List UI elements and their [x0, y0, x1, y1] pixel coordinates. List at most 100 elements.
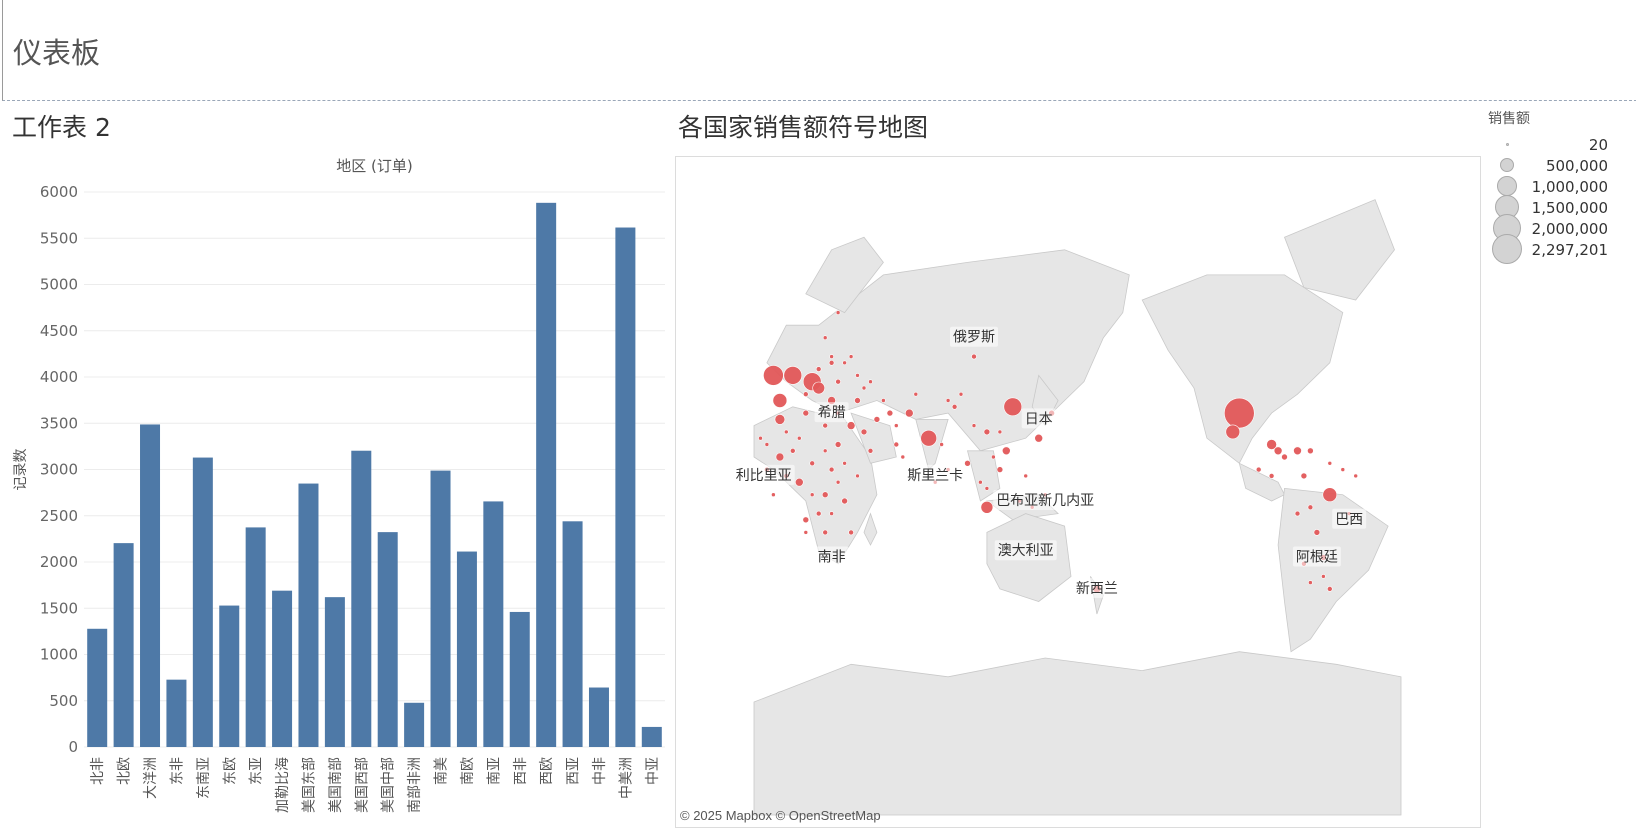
country-sales-marker: [951, 404, 958, 410]
country-sales-marker: [1313, 529, 1321, 536]
country-sales-marker: [1223, 397, 1255, 429]
country-sales-marker: [980, 500, 994, 514]
land-southeast-asia: [966, 450, 1001, 502]
y-tick-label: 2500: [40, 507, 78, 525]
y-tick-label: 1500: [40, 599, 78, 617]
x-tick-label: 南亚: [486, 757, 502, 785]
y-tick-label: 6000: [40, 183, 78, 201]
country-sales-marker: [854, 397, 861, 404]
legend-item: 500,000: [1488, 155, 1608, 176]
legend-value-label: 2,297,201: [1531, 241, 1608, 259]
country-sales-marker: [984, 486, 990, 491]
country-label-text: 巴西: [1335, 512, 1363, 528]
country-sales-marker: [913, 391, 919, 397]
bar-chart[interactable]: 地区 (订单) 记录数 0 500 1000 1500 2000 2500 3000 3500 40…: [0, 145, 670, 835]
bar-南欧: [456, 551, 477, 747]
bar-西非: [509, 611, 530, 747]
country-sales-marker: [822, 448, 828, 454]
legend-value-label: 1,000,000: [1531, 178, 1608, 196]
country-sales-marker: [894, 423, 899, 428]
country-sales-marker: [795, 477, 804, 487]
country-sales-marker: [829, 511, 834, 516]
country-sales-marker: [1001, 446, 1011, 456]
country-sales-marker: [771, 492, 776, 498]
country-sales-marker: [1340, 467, 1346, 472]
x-tick-label: 东南亚: [196, 757, 212, 799]
country-label-bg: [814, 402, 849, 423]
country-sales-marker: [1308, 580, 1313, 585]
country-sales-marker: [1266, 439, 1277, 450]
country-sales-marker: [1273, 446, 1283, 456]
map-attribution[interactable]: © 2025 Mapbox © OpenStreetMap: [680, 808, 881, 823]
bar-东欧: [219, 605, 240, 747]
bar-南亚: [483, 501, 504, 747]
country-sales-marker: [815, 510, 822, 517]
country-sales-marker: [802, 516, 810, 524]
country-label-希腊: 希腊: [814, 402, 849, 423]
country-label-巴西: 巴西: [1332, 508, 1367, 529]
country-label-text: 南非: [818, 550, 846, 566]
y-axis-label: 记录数: [13, 449, 29, 491]
country-sales-marker: [802, 409, 810, 417]
country-sales-marker: [774, 414, 786, 425]
x-tick-label: 北非: [90, 757, 106, 785]
bar-西亚: [562, 521, 583, 747]
land-north-america: [1141, 274, 1344, 464]
legend-value-label: 20: [1588, 136, 1608, 154]
x-tick-label: 西非: [513, 757, 529, 785]
legend-item: 20: [1488, 134, 1608, 155]
country-sales-marker: [1255, 466, 1262, 473]
country-sales-marker: [900, 454, 906, 460]
country-sales-marker: [991, 454, 996, 460]
country-label-日本: 日本: [1021, 408, 1056, 429]
y-tick-label: 5000: [40, 276, 78, 294]
country-label-新西兰: 新西兰: [1072, 577, 1121, 598]
country-label-利比里亚: 利比里亚: [732, 464, 795, 485]
country-sales-marker: [1268, 473, 1275, 479]
bar-西欧: [536, 202, 557, 747]
country-sales-marker: [971, 423, 977, 428]
country-label-澳大利亚: 澳大利亚: [994, 540, 1057, 561]
x-tick-label: 中美洲: [618, 757, 634, 799]
x-tick-label: 东非: [169, 757, 185, 785]
country-label-南非: 南非: [814, 546, 849, 567]
country-sales-marker: [939, 442, 944, 447]
country-sales-marker: [905, 408, 914, 418]
country-label-text: 俄罗斯: [953, 330, 995, 346]
country-sales-marker: [964, 459, 971, 467]
country-sales-marker: [835, 479, 841, 485]
country-sales-marker: [822, 422, 828, 429]
country-sales-marker: [945, 398, 951, 403]
country-label-text: 澳大利亚: [998, 543, 1054, 559]
y-tick-label: 2000: [40, 553, 78, 571]
country-label-俄罗斯: 俄罗斯: [950, 326, 998, 347]
y-tick-label: 3000: [40, 461, 78, 479]
bar-北欧: [113, 543, 134, 747]
country-sales-marker: [1322, 487, 1338, 503]
legend-title: 销售额: [1488, 111, 1530, 127]
land-antarctica: [753, 651, 1402, 816]
country-label-text: 希腊: [818, 405, 846, 421]
country-sales-marker: [855, 473, 860, 479]
y-tick-label: 4500: [40, 322, 78, 340]
country-label-bg: [994, 540, 1057, 561]
x-tick-label: 南欧: [460, 757, 476, 785]
legend-size-circle: [1492, 234, 1522, 264]
country-sales-marker: [893, 441, 900, 448]
country-label-text: 阿根廷: [1296, 550, 1338, 566]
country-sales-marker: [983, 428, 991, 436]
country-sales-marker: [958, 391, 964, 397]
country-sales-marker: [821, 491, 829, 499]
country-sales-marker: [822, 335, 828, 340]
country-sales-marker: [835, 310, 841, 315]
country-sales-marker: [873, 416, 881, 423]
bar-中亚: [641, 726, 662, 747]
symbol-map[interactable]: 俄罗斯 希腊 日本 利比里亚 斯里兰卡 巴布亚新几内亚 澳大利亚 南非 新西兰 巴西 阿根廷 © 2…: [675, 156, 1481, 828]
legend-item: 2,297,201: [1488, 234, 1608, 264]
country-sales-marker: [1281, 453, 1288, 461]
bar-美国中部: [377, 532, 398, 747]
country-sales-marker: [860, 428, 868, 436]
country-label-bg: [1292, 546, 1341, 567]
country-label-阿根廷: 阿根廷: [1292, 546, 1341, 567]
